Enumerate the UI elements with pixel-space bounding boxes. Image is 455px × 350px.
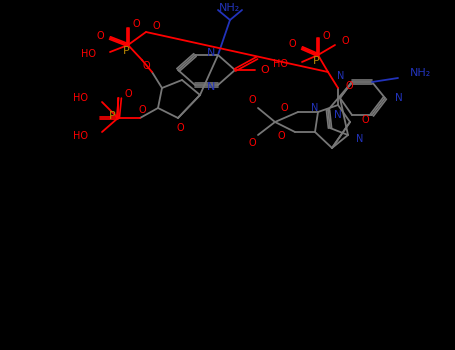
- Text: P: P: [109, 111, 116, 121]
- Text: O: O: [346, 81, 354, 91]
- Text: N: N: [207, 82, 215, 92]
- Text: O: O: [288, 39, 296, 49]
- Text: N: N: [207, 48, 215, 58]
- Text: NH₂: NH₂: [219, 3, 241, 13]
- Text: P: P: [123, 46, 129, 56]
- Text: N: N: [334, 110, 342, 120]
- Text: O: O: [248, 138, 256, 148]
- Text: O: O: [96, 31, 104, 41]
- Text: NH₂: NH₂: [410, 68, 431, 78]
- Text: O: O: [176, 123, 184, 133]
- Text: N: N: [337, 71, 344, 81]
- Text: O: O: [341, 36, 349, 46]
- Text: HO: HO: [73, 131, 88, 141]
- Text: O: O: [278, 131, 285, 141]
- Text: O: O: [261, 65, 269, 75]
- Text: N: N: [311, 103, 318, 113]
- Text: N: N: [395, 93, 403, 103]
- Text: HO: HO: [81, 49, 96, 59]
- Text: O: O: [138, 105, 146, 115]
- Text: P: P: [313, 56, 319, 66]
- Text: O: O: [142, 61, 150, 71]
- Text: O: O: [248, 95, 256, 105]
- Text: O: O: [132, 19, 140, 29]
- Text: O: O: [124, 89, 132, 99]
- Text: HO: HO: [73, 93, 88, 103]
- Text: O: O: [152, 21, 160, 31]
- Text: O: O: [362, 115, 369, 125]
- Text: O: O: [322, 31, 330, 41]
- Text: HO: HO: [273, 59, 288, 69]
- Text: O: O: [280, 103, 288, 113]
- Text: N: N: [356, 134, 364, 144]
